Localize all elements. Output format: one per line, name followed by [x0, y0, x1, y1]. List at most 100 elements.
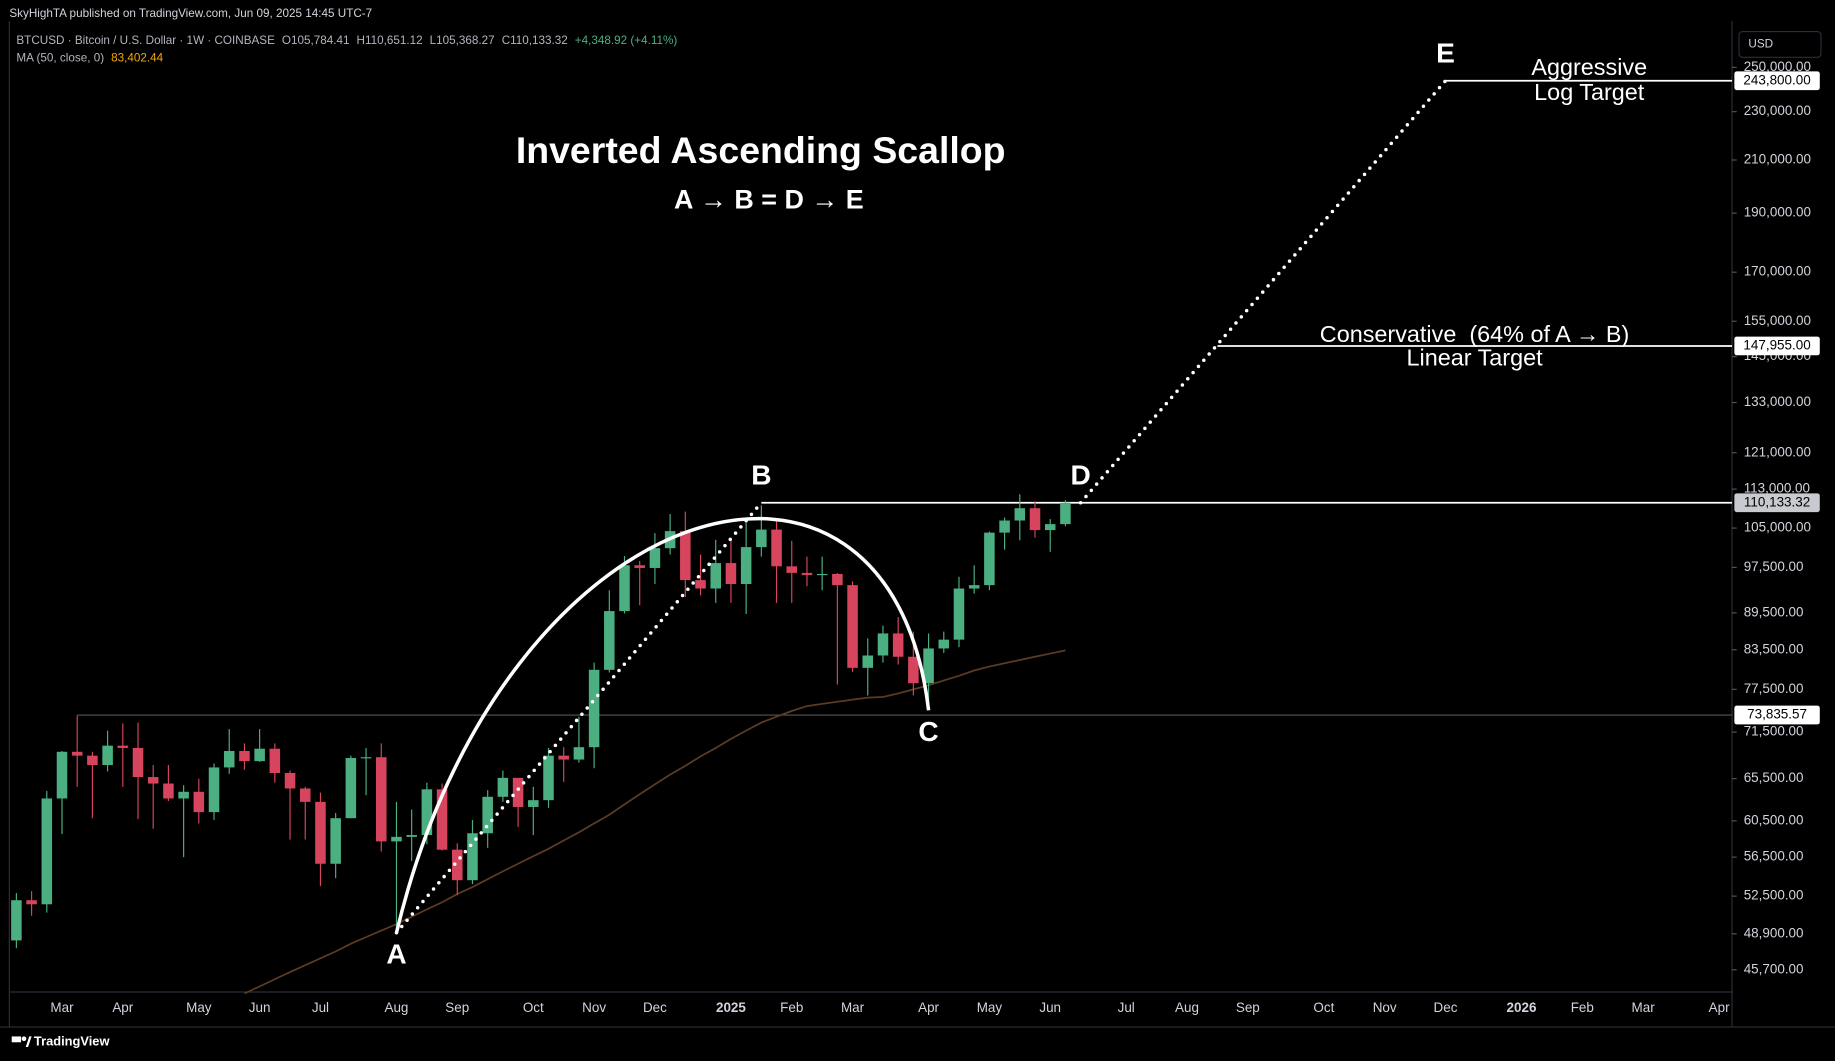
x-tick-label: Jun	[249, 1000, 271, 1015]
candle-body	[619, 565, 630, 612]
symbol-line: BTCUSD · Bitcoin / U.S. Dollar · 1W · CO…	[16, 34, 677, 47]
y-tick-label: 250,000.00	[1744, 59, 1811, 74]
candle-body	[178, 791, 189, 799]
candle-body	[1060, 502, 1071, 525]
currency[interactable]: USD	[1748, 38, 1773, 51]
price-label-box	[1734, 336, 1820, 356]
x-tick-label: Jun	[1039, 1000, 1061, 1015]
x-tick-label: Nov	[1373, 1000, 1397, 1015]
currency-box[interactable]	[1738, 30, 1822, 58]
x-tick-label: Sep	[445, 1000, 469, 1015]
candle-body	[421, 789, 433, 836]
candle-body	[223, 751, 235, 768]
candle-body	[1014, 508, 1026, 521]
x-tick-label: May	[977, 1000, 1003, 1015]
x-tick-label: 2026	[1507, 1000, 1537, 1015]
y-tick-label: 89,500.00	[1744, 604, 1804, 619]
candle-body	[756, 529, 767, 548]
candle-body	[588, 669, 600, 748]
candle-body	[147, 777, 159, 784]
candle-body	[284, 773, 296, 789]
pattern-point-label: C	[918, 716, 938, 747]
y-tick-label: 155,000.00	[1744, 313, 1811, 328]
candle-body	[436, 789, 448, 850]
pattern-point-label: B	[751, 459, 771, 490]
candle-body	[634, 565, 645, 568]
candle-body	[391, 836, 402, 842]
candle-body	[375, 757, 387, 842]
pattern-point-label: D	[1070, 459, 1090, 490]
price-label: 243,800.00	[1743, 72, 1810, 87]
chart-subtitle: A → B = D → E	[674, 184, 864, 214]
y-tick-label: 170,000.00	[1744, 264, 1811, 279]
plot: A B C D E	[11, 37, 1733, 995]
candle-body	[193, 791, 205, 813]
x-tick-label: Jul	[1118, 1000, 1135, 1015]
x-tick-label: Mar	[50, 1000, 74, 1015]
candle-body	[406, 835, 417, 837]
candle-body	[117, 745, 129, 748]
candle-body	[41, 798, 53, 905]
candle-body	[87, 755, 98, 766]
candle-body	[208, 767, 220, 813]
candle-body	[908, 656, 919, 684]
x-tick-label: Apr	[1709, 1000, 1730, 1015]
price-label: 73,835.57	[1747, 707, 1807, 722]
candle-body	[847, 585, 858, 668]
logo-mark[interactable]	[21, 1036, 27, 1042]
candle-body	[56, 751, 68, 799]
candle-body	[452, 849, 463, 881]
x-tick-label: Feb	[1571, 1000, 1594, 1015]
candle-body	[467, 833, 478, 881]
x-tick-label: Dec	[643, 1000, 667, 1015]
candle-body	[360, 757, 372, 759]
ohlc-close: C110,133.32	[502, 34, 568, 47]
price-label-box	[1734, 705, 1820, 725]
x-tick-label: Jul	[312, 1000, 329, 1015]
price-label: 110,133.32	[1744, 494, 1810, 509]
y-tick-label: 210,000.00	[1744, 152, 1811, 167]
candle-body	[1044, 524, 1056, 531]
x-tick-label: Sep	[1236, 1000, 1260, 1015]
candle-body	[786, 566, 798, 573]
axis: 45,700.00 48,900.00 52,500.00 56,500.00 60,5…	[50, 59, 1820, 1015]
x-tick-label: Oct	[523, 1000, 544, 1015]
x-tick-label: Apr	[112, 1000, 133, 1015]
price-label-box	[1734, 493, 1820, 513]
ohlc-high: H110,651.12	[357, 34, 423, 47]
ohlc-low: L105,368.27	[430, 34, 495, 47]
aggressive-label: Log Target	[1534, 79, 1645, 105]
aggressive-label: Aggressive	[1531, 54, 1647, 80]
candle-body	[315, 801, 326, 864]
candle-body	[11, 900, 22, 941]
candle-body	[953, 588, 965, 640]
candle-body	[299, 788, 311, 802]
y-tick-label: 45,700.00	[1744, 961, 1804, 976]
x-tick-label: Nov	[582, 1000, 606, 1015]
candle-body	[725, 563, 737, 585]
candle-body	[832, 573, 843, 586]
x-tick-label: 2025	[716, 1000, 746, 1015]
y-tick-label: 48,900.00	[1744, 925, 1804, 940]
footer-brand[interactable]: TradingView	[34, 1034, 111, 1049]
y-tick-label: 52,500.00	[1744, 888, 1804, 903]
logo-mark[interactable]	[11, 1036, 22, 1043]
candle-body	[680, 531, 691, 581]
y-tick-label: 56,500.00	[1744, 849, 1804, 864]
indicator-value: 83,402.44	[111, 52, 164, 65]
candle-body	[482, 796, 493, 834]
y-tick-label: 113,000.00	[1744, 481, 1810, 496]
y-tick-label: 133,000.00	[1744, 394, 1811, 409]
candle-body	[345, 757, 357, 819]
candle-body	[771, 529, 782, 567]
candle-body	[512, 777, 524, 807]
logo-mark[interactable]	[25, 1036, 32, 1047]
change: +4,348.92 (+4.11%)	[575, 34, 678, 47]
y-tick-label: 65,500.00	[1744, 770, 1804, 785]
footer-logo[interactable]	[11, 1036, 32, 1047]
candle-body	[695, 580, 706, 589]
x-tick-label: Aug	[1175, 1000, 1199, 1015]
y-tick-label: 230,000.00	[1744, 103, 1811, 118]
